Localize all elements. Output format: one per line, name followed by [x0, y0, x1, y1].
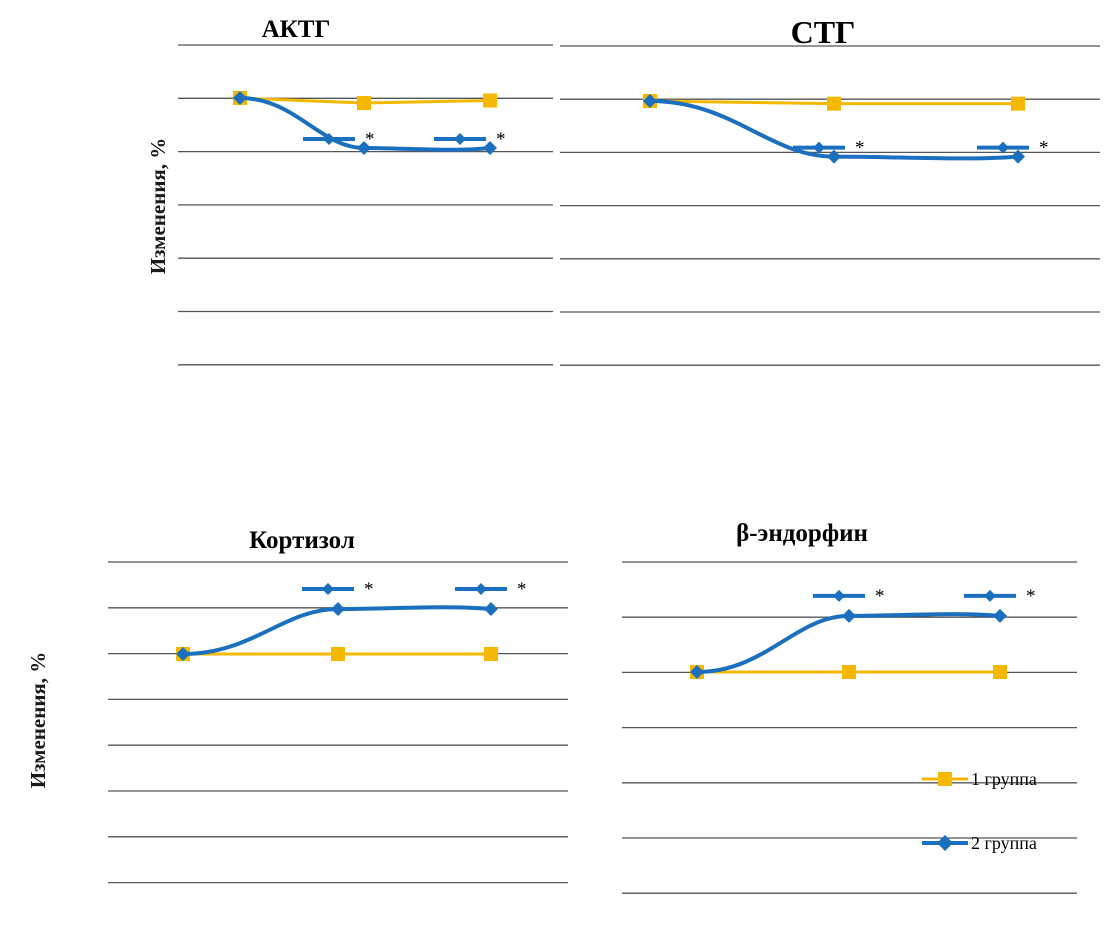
data-point-group1 [483, 93, 497, 108]
data-point-group1 [331, 647, 345, 661]
significance-marker-diamond [833, 589, 845, 602]
data-point-group2 [484, 602, 498, 616]
y-axis-label-top: Изменения, % [146, 138, 170, 275]
data-point-group2 [331, 602, 345, 616]
significance-marker-diamond [997, 141, 1009, 154]
data-point-group2 [643, 94, 657, 108]
significance-asterisk: * [1026, 586, 1036, 607]
legend-label-group2: 2 группа [971, 833, 1037, 853]
data-point-group1 [827, 96, 841, 111]
data-point-group2 [233, 91, 247, 105]
plot-endorphin: * * [622, 561, 1077, 894]
significance-asterisk: * [517, 579, 527, 600]
plot-cortisol: * * [108, 561, 568, 884]
data-point-group1 [1011, 96, 1025, 111]
chart-title-akth: АКТГ [262, 16, 331, 43]
chart-title-stg: СТГ [791, 14, 856, 50]
data-point-group2 [357, 141, 371, 155]
data-point-group1 [842, 665, 856, 679]
significance-marker-diamond [454, 133, 466, 145]
data-point-group2 [1011, 149, 1025, 164]
data-point-group2 [993, 608, 1007, 623]
plot-stg: * * [560, 45, 1100, 366]
significance-asterisk: * [365, 129, 375, 150]
data-point-group2 [483, 141, 497, 155]
significance-marker-diamond [323, 133, 335, 145]
significance-marker-diamond [984, 589, 996, 602]
data-point-group2 [690, 665, 704, 679]
significance-asterisk: * [496, 129, 506, 150]
data-point-group2 [827, 149, 841, 164]
significance-asterisk: * [875, 586, 885, 607]
legend-marker-group2 [937, 835, 953, 851]
legend-label-group1: 1 группа [971, 769, 1037, 789]
significance-asterisk: * [364, 579, 374, 600]
chart-title-cortisol: Кортизол [249, 527, 355, 554]
significance-asterisk: * [855, 138, 865, 159]
chart-title-endorphin: β-эндорфин [736, 520, 868, 547]
plot-akth: * * [178, 44, 553, 366]
data-point-group1 [484, 647, 498, 661]
series-line-group2 [696, 612, 1001, 674]
data-point-group2 [842, 608, 856, 623]
data-point-group2 [176, 647, 190, 661]
significance-asterisk: * [1039, 138, 1049, 159]
legend: 1 группа 2 группа [922, 769, 1037, 853]
significance-marker-diamond [322, 583, 334, 595]
data-point-group1 [993, 665, 1007, 679]
y-axis-label-bottom: Изменения, % [26, 652, 50, 789]
data-point-group1 [357, 96, 371, 110]
significance-marker-diamond [475, 583, 487, 595]
legend-marker-group1 [938, 772, 952, 786]
significance-marker-diamond [813, 141, 825, 154]
